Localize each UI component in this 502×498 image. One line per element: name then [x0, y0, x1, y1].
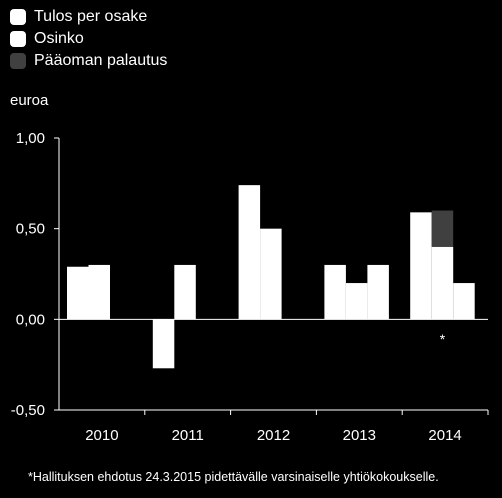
- bar-chart: 1,00 0,50 0,00 -0,50 2010 2011 2012 2013 2014 *: [11, 130, 489, 444]
- bar-eps: [410, 212, 432, 320]
- legend-item-eps: Tulos per osake: [10, 6, 167, 28]
- legend-swatch-capital-return: [10, 53, 26, 69]
- y-axis-unit-label: euroa: [10, 92, 49, 109]
- bar-dividend: [431, 246, 454, 320]
- legend: Tulos per osake Osinko Pääoman palautus: [10, 6, 167, 72]
- bar-eps: [324, 264, 346, 320]
- legend-item-capital-return: Pääoman palautus: [10, 50, 167, 72]
- legend-swatch-eps: [10, 9, 26, 25]
- bar-eps: [67, 266, 89, 320]
- bar-dividend: [260, 228, 282, 320]
- x-tick-label: 2014: [428, 427, 461, 444]
- y-tick-label: 0,50: [16, 221, 45, 238]
- x-tick-label: 2011: [172, 427, 204, 444]
- annotation-asterisk: *: [440, 331, 446, 347]
- y-tick-label: -0,50: [11, 402, 45, 419]
- footnote: *Hallituksen ehdotus 24.3.2015 pidettävä…: [28, 470, 439, 484]
- y-tick-label: 1,00: [16, 130, 45, 147]
- bar-third: [367, 264, 389, 320]
- bar-dividend: [88, 264, 110, 320]
- legend-swatch-dividend: [10, 31, 26, 47]
- legend-item-dividend: Osinko: [10, 28, 167, 50]
- bar-dividend: [174, 264, 196, 320]
- x-tick-label: 2012: [257, 427, 290, 444]
- x-tick-label: 2013: [343, 427, 376, 444]
- bar-third: [453, 283, 475, 320]
- bar-capital-return: [431, 210, 454, 247]
- legend-label-eps: Tulos per osake: [34, 8, 148, 25]
- x-tick-label: 2010: [85, 427, 118, 444]
- legend-label-capital-return: Pääoman palautus: [34, 52, 168, 69]
- bar-eps: [152, 319, 175, 369]
- legend-label-dividend: Osinko: [34, 30, 84, 47]
- bar-eps: [238, 185, 261, 320]
- bar-dividend: [345, 283, 368, 320]
- y-tick-label: 0,00: [16, 311, 45, 328]
